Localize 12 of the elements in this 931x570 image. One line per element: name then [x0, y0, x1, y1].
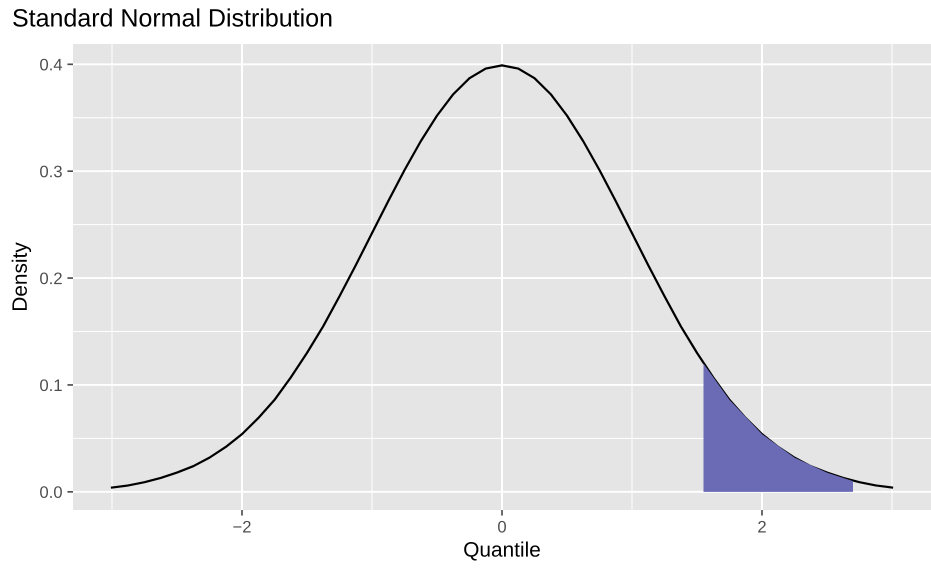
y-tick-label: 0.2 [40, 272, 62, 284]
x-axis-title: Quantile [464, 542, 540, 561]
y-tick-label: 0.0 [40, 486, 62, 498]
y-tick-label: 0.4 [40, 58, 62, 71]
x-tick-label: −2 [233, 520, 251, 532]
x-tick-label: 2 [758, 520, 766, 532]
x-tick-label: 0 [498, 520, 506, 533]
y-axis-title: Density [12, 242, 32, 310]
line-series [110, 64, 894, 489]
chart-title: Standard Normal Distribution [13, 8, 332, 27]
y-tick-label: 0.1 [40, 379, 62, 392]
y-tick-label: 0.3 [40, 166, 62, 178]
